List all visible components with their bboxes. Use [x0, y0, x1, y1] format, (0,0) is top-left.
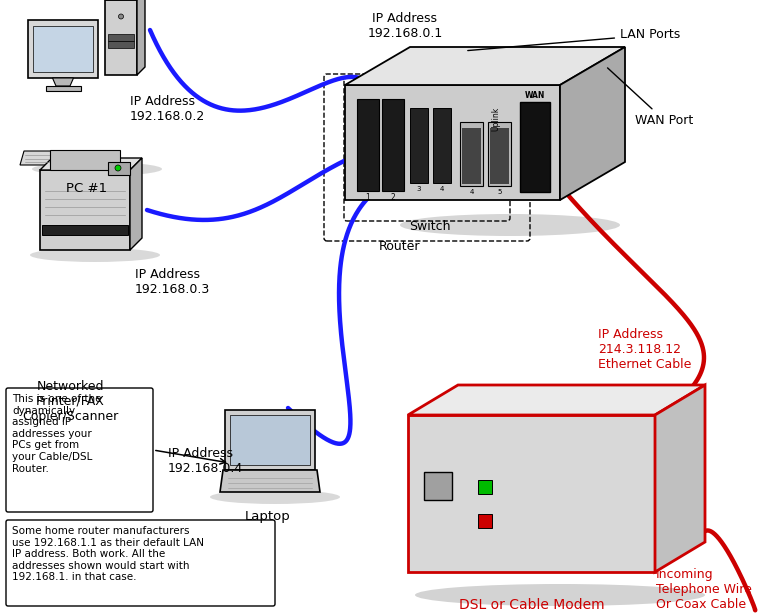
Polygon shape [105, 0, 137, 75]
Text: IP Address
192.168.0.4: IP Address 192.168.0.4 [168, 447, 243, 475]
Text: 4: 4 [440, 186, 444, 192]
Ellipse shape [32, 162, 162, 176]
Text: DSL or Cable Modem: DSL or Cable Modem [459, 598, 604, 612]
Text: 4: 4 [470, 189, 473, 195]
Polygon shape [20, 151, 92, 165]
Polygon shape [46, 86, 81, 91]
Polygon shape [424, 472, 452, 499]
Polygon shape [40, 158, 142, 170]
Text: WAN Port: WAN Port [607, 68, 693, 127]
Polygon shape [28, 20, 98, 78]
Text: PC #1: PC #1 [66, 182, 108, 195]
Text: Router: Router [379, 240, 421, 253]
Polygon shape [520, 102, 550, 192]
Text: 3: 3 [416, 186, 421, 192]
Polygon shape [130, 158, 142, 250]
Polygon shape [408, 415, 655, 572]
Text: IP Address
214.3.118.12
Ethernet Cable: IP Address 214.3.118.12 Ethernet Cable [598, 328, 692, 371]
Ellipse shape [400, 214, 620, 236]
Polygon shape [462, 128, 481, 184]
Text: LAN Ports: LAN Ports [467, 28, 680, 50]
Polygon shape [488, 122, 511, 186]
Polygon shape [433, 108, 451, 183]
Polygon shape [490, 128, 509, 184]
Polygon shape [345, 47, 625, 85]
Text: Laptop: Laptop [245, 510, 291, 523]
FancyBboxPatch shape [6, 520, 275, 606]
Text: 1: 1 [366, 192, 370, 202]
Ellipse shape [30, 248, 160, 262]
Text: This is one of the
dynamically
assigned IP
addresses your
PCs get from
your Cabl: This is one of the dynamically assigned … [12, 394, 102, 474]
Polygon shape [220, 470, 320, 492]
Polygon shape [230, 415, 310, 465]
Polygon shape [137, 0, 145, 75]
Polygon shape [410, 108, 428, 183]
Text: IP Address
192.168.0.2: IP Address 192.168.0.2 [130, 95, 205, 123]
Polygon shape [50, 150, 120, 170]
Polygon shape [408, 385, 705, 415]
Polygon shape [40, 170, 130, 250]
Polygon shape [108, 162, 130, 175]
Text: Networked
Printer/FAX
Copier/Scanner: Networked Printer/FAX Copier/Scanner [22, 380, 118, 423]
Polygon shape [560, 47, 625, 200]
Text: 2: 2 [391, 192, 395, 202]
Polygon shape [225, 410, 315, 470]
Ellipse shape [415, 584, 705, 606]
Polygon shape [42, 225, 128, 235]
Polygon shape [382, 99, 404, 191]
Text: IP Address
192.168.0.1: IP Address 192.168.0.1 [367, 12, 442, 40]
Bar [478, 514, 492, 528]
Polygon shape [108, 34, 134, 41]
Ellipse shape [210, 490, 340, 504]
Bar [478, 480, 492, 493]
Circle shape [115, 165, 121, 171]
Text: IP Address
192.168.0.3: IP Address 192.168.0.3 [135, 268, 211, 296]
Text: Uplink: Uplink [492, 107, 501, 131]
Polygon shape [345, 85, 560, 200]
Polygon shape [460, 122, 483, 186]
Polygon shape [655, 385, 705, 572]
Text: WAN: WAN [525, 91, 545, 100]
Polygon shape [357, 99, 379, 191]
Polygon shape [52, 78, 74, 86]
Polygon shape [33, 26, 93, 72]
Text: Switch: Switch [409, 220, 451, 233]
FancyBboxPatch shape [6, 388, 153, 512]
Text: 5: 5 [497, 189, 502, 195]
Circle shape [119, 14, 123, 19]
Polygon shape [108, 41, 134, 48]
Text: Some home router manufacturers
use 192.168.1.1 as their default LAN
IP address. : Some home router manufacturers use 192.1… [12, 526, 204, 582]
Text: Incoming
Telephone Wire
Or Coax Cable: Incoming Telephone Wire Or Coax Cable [656, 568, 752, 611]
